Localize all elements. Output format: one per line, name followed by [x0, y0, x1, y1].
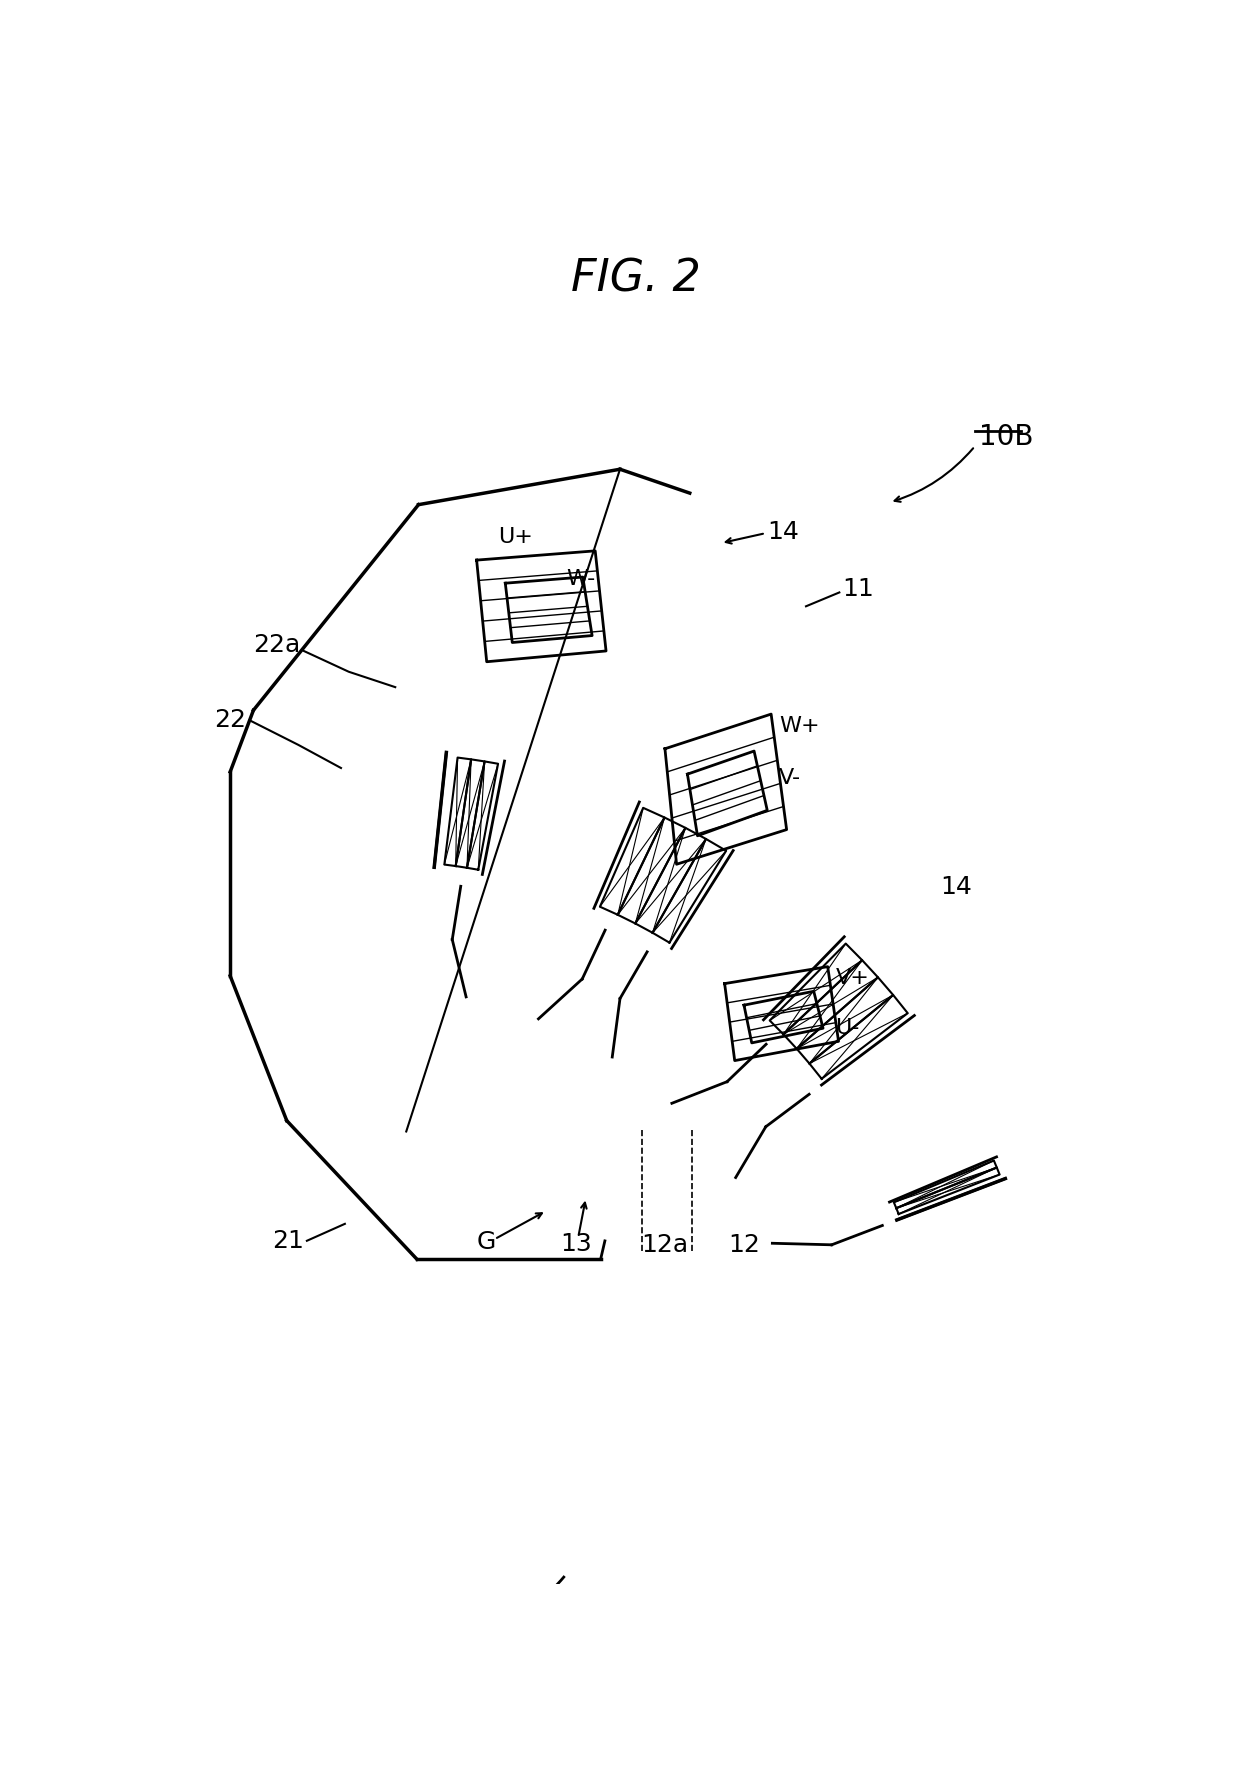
Text: 12: 12: [728, 1234, 760, 1257]
Text: W+: W+: [779, 716, 820, 735]
Text: 22: 22: [215, 708, 247, 732]
Text: FIG. 2: FIG. 2: [570, 258, 701, 301]
Text: 10B: 10B: [978, 424, 1033, 450]
Text: 13: 13: [560, 1232, 591, 1257]
Text: V-: V-: [779, 767, 801, 789]
Text: 11: 11: [842, 577, 874, 602]
Text: 14: 14: [940, 876, 972, 899]
Text: 21: 21: [273, 1228, 304, 1253]
Text: G: G: [477, 1230, 496, 1255]
Text: W-: W-: [567, 570, 596, 589]
Text: 12a: 12a: [641, 1234, 688, 1257]
Text: U+: U+: [498, 527, 533, 546]
Text: V+: V+: [836, 968, 869, 988]
Text: 14: 14: [768, 520, 799, 543]
Text: U-: U-: [836, 1018, 859, 1038]
Text: 22a: 22a: [253, 634, 301, 657]
